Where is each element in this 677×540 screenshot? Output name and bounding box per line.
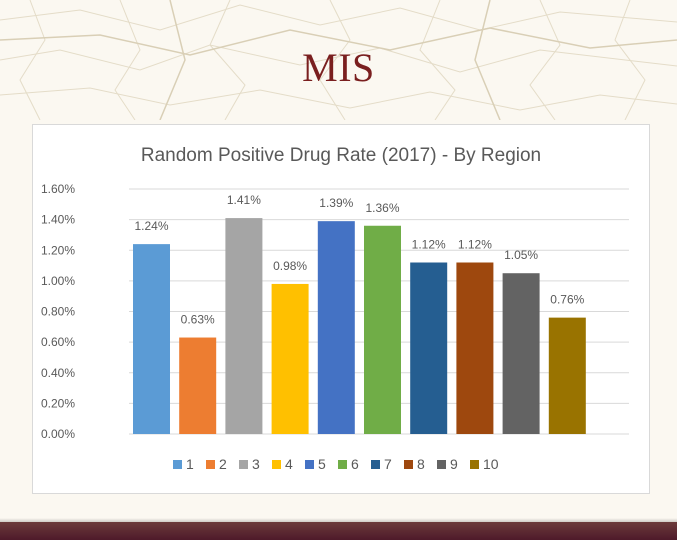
legend-swatch <box>437 460 446 469</box>
data-label: 1.12% <box>412 238 446 252</box>
legend-entry: 9 <box>450 456 458 472</box>
y-tick-label: 0.40% <box>41 366 75 380</box>
legend-swatch <box>371 460 380 469</box>
data-label: 1.36% <box>365 201 399 215</box>
legend-swatch <box>338 460 347 469</box>
legend-swatch <box>173 460 182 469</box>
y-tick-label: 1.40% <box>41 213 75 227</box>
bar <box>225 218 263 434</box>
data-label: 1.39% <box>319 196 353 210</box>
footer-bar <box>0 518 677 540</box>
legend-swatch <box>239 460 248 469</box>
legend-entry: 6 <box>351 456 359 472</box>
data-label: 1.41% <box>227 193 261 207</box>
chart-title: Random Positive Drug Rate (2017) - By Re… <box>141 145 541 166</box>
bar <box>179 337 217 434</box>
chart-frame: Random Positive Drug Rate (2017) - By Re… <box>32 124 650 494</box>
bar <box>317 221 355 434</box>
legend-entry: 8 <box>417 456 425 472</box>
bar <box>410 262 448 434</box>
bar-chart: Random Positive Drug Rate (2017) - By Re… <box>41 145 629 472</box>
y-tick-label: 0.60% <box>41 335 75 349</box>
y-tick-label: 0.80% <box>41 305 75 319</box>
data-label: 1.24% <box>134 219 168 233</box>
data-label: 0.98% <box>273 259 307 273</box>
bar <box>133 244 170 434</box>
bar <box>364 225 401 434</box>
legend-entry: 10 <box>483 456 499 472</box>
data-label: 0.63% <box>181 313 215 327</box>
bar <box>271 283 309 434</box>
legend-swatch <box>272 460 281 469</box>
legend-entry: 2 <box>219 456 227 472</box>
data-label: 0.76% <box>550 293 584 307</box>
bar <box>502 273 540 434</box>
y-tick-label: 0.20% <box>41 396 75 410</box>
legend-swatch <box>305 460 314 469</box>
legend-entry: 4 <box>285 456 293 472</box>
legend-swatch <box>470 460 479 469</box>
y-tick-label: 0.00% <box>41 427 75 441</box>
legend-entry: 1 <box>186 456 194 472</box>
data-label: 1.12% <box>458 238 492 252</box>
legend-entry: 7 <box>384 456 392 472</box>
bar <box>548 317 586 434</box>
bar <box>456 262 494 434</box>
data-label: 1.05% <box>504 248 538 262</box>
y-tick-label: 1.00% <box>41 274 75 288</box>
y-tick-label: 1.20% <box>41 243 75 257</box>
background-map-texture <box>0 0 677 120</box>
y-tick-label: 1.60% <box>41 182 75 196</box>
slide-title: MIS <box>302 45 375 90</box>
legend-entry: 5 <box>318 456 326 472</box>
legend-swatch <box>404 460 413 469</box>
legend-entry: 3 <box>252 456 260 472</box>
legend-swatch <box>206 460 215 469</box>
